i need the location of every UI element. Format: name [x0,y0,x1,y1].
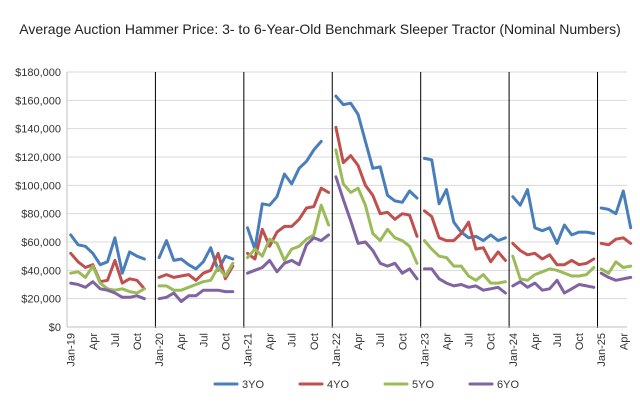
gridlines [67,71,627,300]
x-tick-label: Jan-25 [596,333,608,367]
legend-label: 5YO [412,379,434,391]
series-line-5yo [511,254,596,282]
series-line-4yo [511,241,596,267]
y-tick-label: $180,000 [15,67,61,79]
series-line-3yo [334,94,419,204]
series-line-3yo [422,156,507,243]
x-tick-label: Jan-20 [154,333,166,367]
x-tick-label: Oct [220,333,232,350]
x-tick-label: Oct [132,333,144,350]
x-tick-label: Apr [530,333,542,350]
x-tick-label: Apr [618,333,630,350]
x-tick-label: Oct [486,333,498,350]
series-line-6yo [334,175,419,281]
x-tick-label: Oct [309,333,321,350]
y-tick-label: $40,000 [21,265,61,277]
series-line-5yo [157,261,235,292]
x-tick-label: Jul [464,333,476,347]
series-line-4yo [69,251,146,291]
series-line-6yo [599,271,633,282]
y-tick-label: $60,000 [21,237,61,249]
x-tick-label: Apr [441,333,453,350]
series-line-6yo [69,280,146,301]
legend-item-6yo: 6YO [468,379,519,391]
legend: 3YO 4YO 5YO 6YO [213,379,519,391]
y-tick-label: $0 [49,322,61,334]
series-line-5yo [246,203,331,262]
x-tick-label: Apr [265,333,277,350]
series-line-4yo [422,209,507,264]
x-tick-label: Oct [397,333,409,350]
legend-label: 4YO [327,379,349,391]
series-line-3yo [599,189,633,230]
legend-item-4yo: 4YO [298,379,349,391]
chart-title: Average Auction Hammer Price: 3- to 6-Ye… [19,21,621,37]
x-tick-label: Jan-21 [243,333,255,367]
axes: $0 $20,000 $40,000 $60,000 $80,000 $100,000 $1… [15,67,630,367]
legend-label: 3YO [242,379,264,391]
x-tick-label: Apr [176,333,188,350]
x-tick-label: Jul [375,333,387,347]
x-tick-label: Jan-24 [508,333,520,367]
y-tick-label: $140,000 [15,124,61,136]
series-line-5yo [334,148,419,265]
x-tick-label: Oct [574,333,586,350]
x-tick-label: Jul [110,333,122,347]
x-tick-label: Jan-19 [66,333,78,367]
x-tick-label: Jul [287,333,299,347]
y-tick-label: $100,000 [15,180,61,192]
y-tick-label: $160,000 [15,95,61,107]
series-line-6yo [511,278,596,295]
x-tick-label: Jan-23 [419,333,431,367]
x-tick-label: Apr [353,333,365,350]
series-lines [69,94,633,303]
legend-item-5yo: 5YO [383,379,434,391]
year-separators [154,72,599,328]
series-line-4yo [246,186,331,261]
series-line-4yo [599,236,633,247]
series-line-6yo [422,267,507,295]
series-line-6yo [157,288,235,303]
series-line-3yo [246,139,323,251]
series-line-3yo [69,233,146,275]
y-tick-label: $120,000 [15,152,61,164]
legend-item-3yo: 3YO [213,379,264,391]
x-tick-label: Jul [552,333,564,347]
x-tick-label: Jul [198,333,210,347]
series-line-5yo [422,239,507,285]
y-tick-label: $80,000 [21,209,61,221]
series-line-5yo [599,260,633,275]
legend-label: 6YO [497,379,519,391]
x-tick-label: Apr [88,333,100,350]
series-line-4yo [334,125,419,238]
x-tick-label: Jan-22 [331,333,343,367]
series-line-3yo [511,188,596,245]
y-tick-label: $20,000 [21,294,61,306]
series-line-6yo [246,233,331,275]
series-line-4yo [157,251,235,282]
